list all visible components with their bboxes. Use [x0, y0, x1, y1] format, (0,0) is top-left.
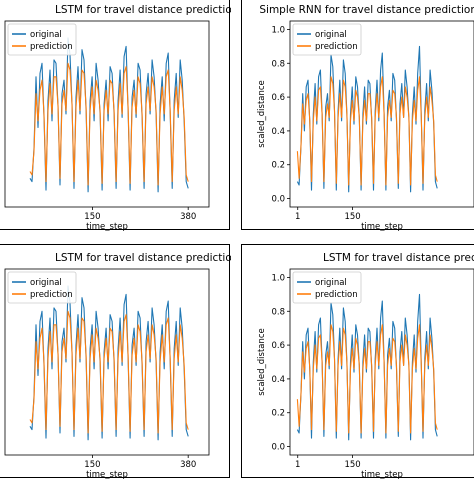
y-tick-label: 0.8	[271, 59, 285, 69]
x-tick-label: 150	[84, 212, 100, 222]
legend-label: original	[30, 30, 62, 40]
x-tick-label: 1	[295, 212, 300, 222]
x-axis-label: time_step	[86, 222, 128, 231]
chart-title: LSTM for travel distance prediction	[323, 252, 474, 264]
x-tick-label: 150	[84, 460, 100, 470]
chart-panel-top-right: Simple RNN for travel distance predictio…	[241, 0, 474, 230]
y-tick-label: 0.6	[271, 93, 285, 103]
y-tick-label: 0.4	[271, 127, 285, 137]
chart-svg: LSTM for travel distance prediction 150 38…	[0, 0, 231, 231]
y-tick-label: 0.0	[271, 443, 285, 453]
x-tick-label: 380	[180, 460, 196, 470]
chart-title: LSTM for travel distance prediction	[55, 252, 231, 264]
x-tick-label: 150	[344, 212, 360, 222]
x-axis-label: time_step	[361, 222, 403, 231]
x-axis-label: time_step	[86, 470, 128, 479]
x-tick-label: 380	[180, 212, 196, 222]
legend-label: original	[315, 30, 347, 40]
legend-label: prediction	[315, 42, 358, 52]
y-tick-label: 0.6	[271, 341, 285, 351]
y-tick-label: 1.0	[271, 273, 285, 283]
chart-title: LSTM for travel distance prediction	[55, 4, 231, 16]
series-line-original	[30, 286, 188, 440]
series-line-original	[30, 38, 188, 192]
x-axis-label: time_step	[361, 470, 403, 479]
chart-svg: LSTM for travel distance prediction 150 38…	[0, 245, 231, 479]
chart-panel-top-left: LSTM for travel distance prediction 150 38…	[0, 0, 230, 230]
chart-panel-bottom-left: LSTM for travel distance prediction 150 38…	[0, 244, 230, 478]
chart-title: Simple RNN for travel distance predictio…	[259, 4, 474, 16]
y-tick-label: 0.4	[271, 375, 285, 385]
y-tick-label: 0.8	[271, 307, 285, 317]
chart-svg: LSTM for travel distance prediction 1 150 0…	[242, 245, 474, 479]
legend-label: prediction	[315, 290, 358, 300]
y-axis-label: scaled_distance	[257, 80, 267, 148]
y-axis-label: scaled_distance	[257, 328, 267, 396]
y-tick-label: 0.0	[271, 195, 285, 205]
chart-panel-bottom-right: LSTM for travel distance prediction 1 150 0…	[241, 244, 474, 478]
chart-svg: Simple RNN for travel distance predictio…	[242, 0, 474, 231]
y-tick-label: 0.2	[271, 161, 285, 171]
legend-label: original	[315, 278, 347, 288]
legend-label: prediction	[30, 42, 73, 52]
x-tick-label: 150	[344, 460, 360, 470]
y-tick-label: 0.2	[271, 409, 285, 419]
legend-label: original	[30, 278, 62, 288]
legend-label: prediction	[30, 290, 73, 300]
x-tick-label: 1	[295, 460, 300, 470]
y-tick-label: 1.0	[271, 25, 285, 35]
